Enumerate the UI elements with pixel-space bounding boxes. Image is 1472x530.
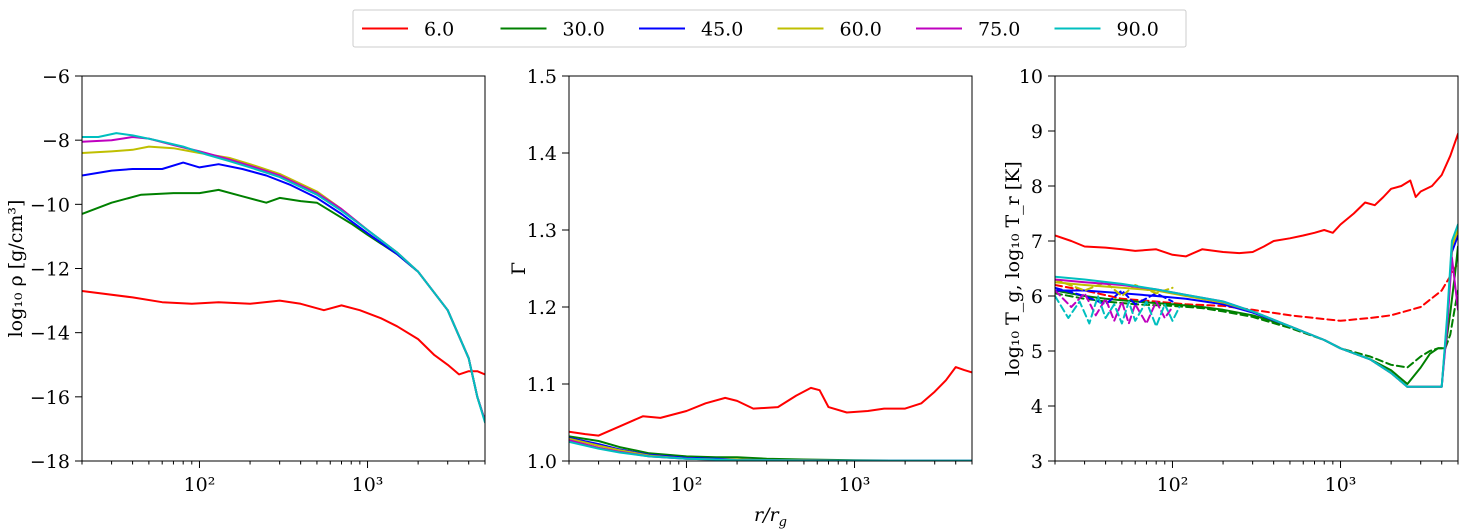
legend-entry: 30.0 — [500, 19, 605, 41]
y-tick-label: 1.5 — [527, 66, 557, 88]
y-tick-label: −12 — [30, 259, 70, 281]
legend: 6.0 30.0 45.0 60.0 75.0 90.0 — [352, 9, 1187, 48]
x-tick-label: 10³ — [839, 474, 871, 496]
y-tick-label: 7 — [1031, 231, 1043, 253]
plot-frame — [81, 75, 486, 462]
series-line-6.0 — [82, 290, 485, 376]
y-tick-label: 1.3 — [527, 220, 557, 242]
series-line-6.0-dashed — [1055, 262, 1458, 322]
y-tick-label: −18 — [30, 451, 70, 473]
legend-label: 30.0 — [563, 19, 605, 41]
series-line-90.0 — [82, 132, 485, 424]
y-tick-label: 1.2 — [527, 297, 557, 319]
series-line-60.0 — [82, 145, 485, 422]
y-tick-label: −10 — [30, 194, 70, 216]
legend-label: 6.0 — [424, 19, 454, 41]
y-tick-label: −6 — [42, 66, 70, 88]
y-tick-label: 8 — [1031, 176, 1043, 198]
y-tick-label: 10 — [1019, 66, 1043, 88]
series-line-6.0 — [569, 366, 972, 437]
y-tick-label: 5 — [1031, 341, 1043, 363]
chart-panel-3: 10² 10³ 3 4 5 6 7 8 9 10 log₁₀ T_g, log₁₀ T_r [K] — [1002, 66, 1459, 496]
series-line-30.0 — [569, 435, 972, 461]
series-line-45.0 — [82, 161, 485, 422]
x-tick-label: 10² — [671, 474, 703, 496]
y-axis-label: log₁₀ ρ [g/cm³] — [5, 200, 27, 338]
chart-panel-2: 10² 10³ 1.0 1.1 1.2 1.3 1.4 1.5 Γr/rg — [508, 66, 973, 530]
legend-entry: 75.0 — [916, 19, 1020, 41]
y-tick-label: 1.4 — [527, 143, 557, 165]
series-line-75.0 — [1055, 256, 1458, 388]
x-tick-label: 10² — [1157, 474, 1189, 496]
series-line-90.0 — [1055, 223, 1458, 388]
series-line-30.0-dashed — [1055, 289, 1458, 369]
legend-label: 90.0 — [1117, 19, 1159, 41]
series-group — [82, 132, 485, 424]
x-tick-label: 10³ — [1325, 474, 1357, 496]
chart-panel-1: 10² 10³ −18 −16 −14 −12 −10 −8 −6 log₁₀ ρ [g/cm³] — [5, 66, 486, 496]
plot-frame — [1054, 75, 1459, 462]
y-tick-label: 1.1 — [527, 374, 557, 396]
x-tick-label: 10² — [184, 474, 216, 496]
y-tick-label: −16 — [30, 387, 70, 409]
y-tick-label: 9 — [1031, 121, 1043, 143]
y-tick-label: −8 — [42, 130, 70, 152]
series-line-90.0-dashed — [1055, 295, 1181, 328]
y-tick-label: 3 — [1031, 451, 1043, 473]
y-axis-label: Γ — [508, 262, 530, 275]
legend-entry: 60.0 — [777, 19, 882, 41]
y-tick-label: 6 — [1031, 286, 1043, 308]
x-axis-label: r/rg — [754, 504, 787, 530]
y-tick-label: 1.0 — [527, 451, 557, 473]
legend-label: 45.0 — [701, 19, 743, 41]
series-group — [569, 366, 972, 461]
series-line-60.0-dashed — [1055, 278, 1174, 297]
series-group — [1055, 132, 1458, 388]
plot-frame — [568, 75, 973, 462]
x-tick-label: 10³ — [352, 474, 384, 496]
legend-entry: 6.0 — [362, 19, 454, 41]
legend-box — [352, 9, 1187, 48]
y-tick-label: 4 — [1031, 396, 1043, 418]
legend-label: 60.0 — [840, 19, 882, 41]
legend-entry: 45.0 — [639, 19, 743, 41]
y-tick-label: −14 — [30, 323, 70, 345]
panels: 10² 10³ −18 −16 −14 −12 −10 −8 −6 log₁₀ ρ [g/cm³]… — [5, 66, 1459, 530]
series-line-75.0-dashed — [1055, 289, 1174, 325]
legend-entry: 90.0 — [1054, 19, 1159, 41]
series-line-30.0 — [82, 188, 485, 422]
legend-label: 75.0 — [978, 19, 1020, 41]
series-line-6.0 — [1055, 132, 1458, 258]
y-axis-label: log₁₀ T_g, log₁₀ T_r [K] — [1002, 161, 1024, 376]
